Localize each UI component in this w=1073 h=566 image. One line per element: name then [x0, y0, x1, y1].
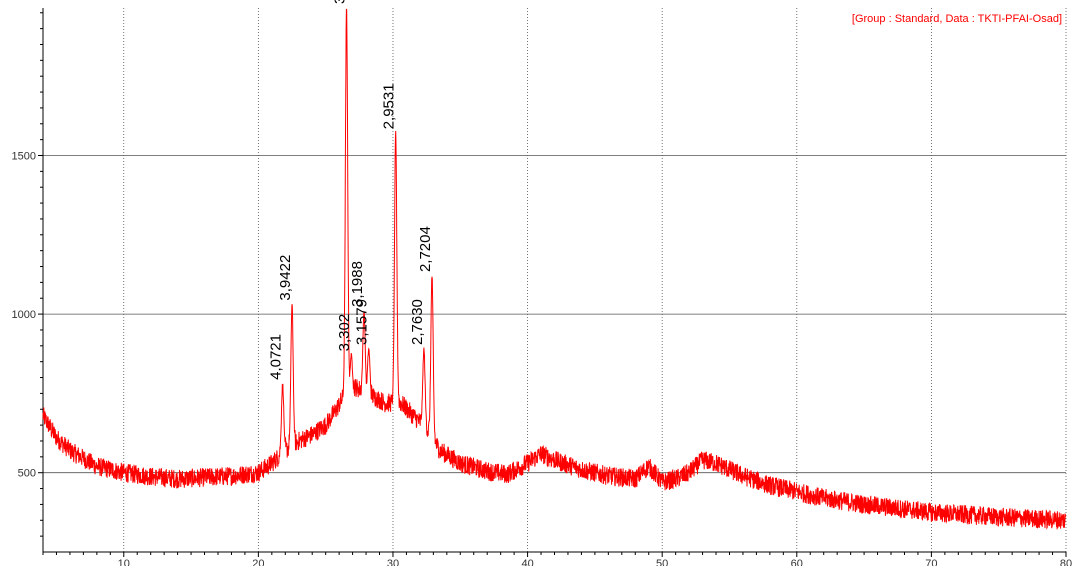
- peak-label: 2,9531: [381, 83, 398, 129]
- series: [42, 8, 1067, 530]
- x-tick-label: 80: [1060, 558, 1072, 566]
- peak-label: 3,1988: [349, 261, 366, 307]
- peak-label: 2,7630: [409, 299, 426, 345]
- legend-text: [Group : Standard, Data : TKTI-PFAI-Osad…: [852, 13, 1062, 25]
- series-line: [42, 8, 1067, 530]
- peak-label: 3,1579: [354, 299, 371, 345]
- axes: [42, 8, 1066, 553]
- peak-label: 3,9422: [277, 255, 294, 301]
- x-tick-label: 70: [925, 558, 937, 566]
- grid: [43, 8, 1067, 552]
- x-tick-label: 50: [656, 558, 668, 566]
- x-tick-label: 60: [791, 558, 803, 566]
- peak-label: 4,0721: [268, 334, 285, 380]
- y-tick-label: 1500: [12, 150, 36, 162]
- y-tick-label: 1000: [12, 309, 36, 321]
- axis-ticks: 10 20 30 40 50 60 70 80 500 1000 1500: [12, 12, 1072, 566]
- x-tick-label: 20: [252, 558, 264, 566]
- x-tick-label: 40: [521, 558, 533, 566]
- peak-label: 2,7204: [417, 226, 434, 272]
- x-tick-label: 30: [387, 558, 399, 566]
- peak-label: 3,302: [336, 314, 353, 352]
- x-tick-label: 10: [118, 558, 130, 566]
- y-tick-label: 500: [18, 468, 36, 480]
- peak-label: 3,3514: [332, 0, 349, 4]
